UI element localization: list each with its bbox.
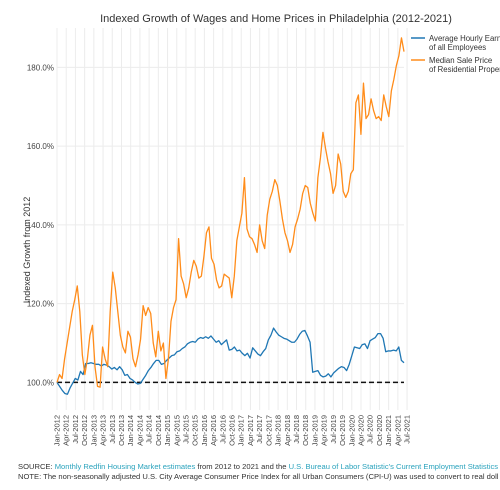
x-tick-label: Oct-2015 <box>191 415 200 446</box>
x-tick-label: Apr-2015 <box>172 415 181 446</box>
series-layer <box>56 37 405 395</box>
sale-price-series-line <box>56 37 405 388</box>
x-tick-label: Oct-2020 <box>375 415 384 446</box>
source-prefix: SOURCE: <box>18 462 55 471</box>
y-tick-label: 140.0% <box>27 221 54 230</box>
x-tick-label: Apr-2020 <box>357 415 366 446</box>
y-tick-label: 180.0% <box>27 63 54 72</box>
x-tick-label: Jul-2012 <box>71 415 80 444</box>
legend-label: of Residential Properties <box>429 65 500 74</box>
x-tick-label: Oct-2019 <box>338 415 347 446</box>
x-tick-label: Jul-2019 <box>329 415 338 444</box>
x-tick-label: Jan-2019 <box>310 415 319 446</box>
x-tick-label: Apr-2017 <box>246 415 255 446</box>
x-tick-label: Apr-2018 <box>283 415 292 446</box>
y-tick-label: 160.0% <box>27 142 54 151</box>
legend-label: of all Employees <box>429 43 486 52</box>
x-tick-label: Jan-2015 <box>163 415 172 446</box>
x-tick-label: Jan-2013 <box>89 415 98 446</box>
x-tick-label: Apr-2016 <box>209 415 218 446</box>
x-tick-label: Jul-2017 <box>255 415 264 444</box>
footer-notes: SOURCE: Monthly Redfin Housing Market es… <box>18 462 498 482</box>
chart-title: Indexed Growth of Wages and Home Prices … <box>100 13 452 25</box>
x-tick-label: Apr-2019 <box>320 415 329 446</box>
x-tick-label: Apr-2021 <box>393 415 402 446</box>
x-tick-label: Oct-2016 <box>228 415 237 446</box>
x-tick-label: Jan-2016 <box>200 415 209 446</box>
x-tick-label: Apr-2014 <box>135 415 144 446</box>
x-tick-label: Jul-2014 <box>145 415 154 444</box>
x-tick-label: Jan-2012 <box>53 415 62 446</box>
x-tick-label: Apr-2013 <box>99 415 108 446</box>
x-tick-label: Oct-2014 <box>154 415 163 446</box>
x-tick-label: Oct-2012 <box>80 415 89 446</box>
source-middle: from 2012 to 2021 and the <box>195 462 289 471</box>
x-tick-label: Jan-2018 <box>274 415 283 446</box>
y-tick-label: 100.0% <box>27 378 54 387</box>
redfin-link[interactable]: Monthly Redfin Housing Market estimates <box>54 462 196 471</box>
x-tick-label: Jul-2013 <box>108 415 117 444</box>
x-tick-label: Apr-2012 <box>62 415 71 446</box>
legend-label: Median Sale Price <box>429 56 492 65</box>
x-tick-label: Jul-2016 <box>218 415 227 444</box>
bls-link[interactable]: U.S. Bureau of Labor Statistic's Current… <box>288 462 498 471</box>
x-tick-label: Jul-2020 <box>366 415 375 444</box>
x-tick-label: Jul-2018 <box>292 415 301 444</box>
legend: Average Hourly Earningsof all Employees M… <box>411 34 500 74</box>
legend-label: Average Hourly Earnings <box>429 34 500 43</box>
y-tick-label: 120.0% <box>27 300 54 309</box>
x-tick-label: Jul-2015 <box>181 415 190 444</box>
x-tick-label: Jan-2021 <box>384 415 393 446</box>
x-tick-label: Jul-2021 <box>403 415 412 444</box>
source-line: SOURCE: Monthly Redfin Housing Market es… <box>18 462 498 472</box>
x-gridlines <box>56 28 408 410</box>
y-tick-labels: 100.0% 120.0% 140.0% 160.0% 180.0% <box>27 63 54 387</box>
y-axis-label: Indexed Growth from 2012 <box>22 197 32 304</box>
earnings-series-line <box>56 327 405 395</box>
x-tick-label: Jan-2020 <box>347 415 356 446</box>
x-tick-label: Jan-2017 <box>237 415 246 446</box>
x-tick-labels: Jan-2012 Apr-2012 Jul-2012 Oct-2012 Jan-2013… <box>53 415 412 446</box>
x-tick-label: Oct-2013 <box>117 415 126 446</box>
x-tick-label: Jan-2014 <box>126 415 135 446</box>
x-tick-label: Oct-2018 <box>301 415 310 446</box>
x-tick-label: Oct-2017 <box>264 415 273 446</box>
note-line: NOTE: The non-seasonally adjusted U.S. C… <box>18 472 498 481</box>
